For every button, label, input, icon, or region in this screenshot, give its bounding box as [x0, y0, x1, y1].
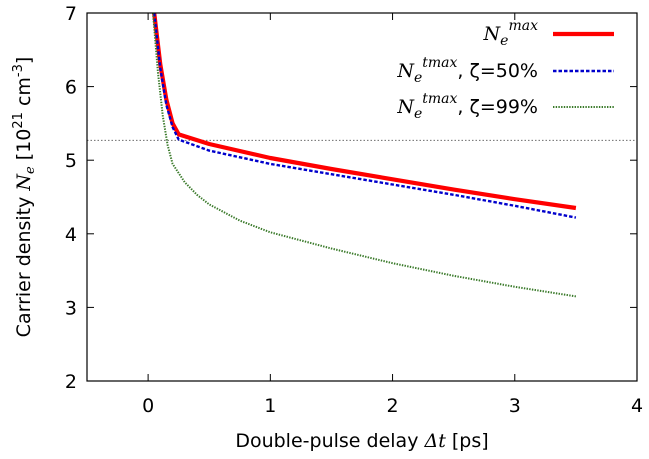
y-axis-label-exponent-2: -3	[11, 64, 26, 77]
y-tick-label: 6	[65, 77, 77, 99]
y-axis-label-exponent-1: 21	[11, 112, 26, 129]
legend-label-1: Nemax	[483, 18, 539, 49]
x-axis-label-symbol: Δt	[423, 430, 446, 452]
y-axis-label-symbol: N	[13, 173, 35, 192]
y-tick-label: 7	[65, 3, 77, 25]
y-axis-label-prefix: Carrier density	[13, 191, 35, 338]
legend: Nemax Netmax, ζ=50% Netmax, ζ=99%	[396, 18, 614, 122]
y-axis-label-subscript: e	[23, 166, 38, 174]
y-axis-label-unit-close: ]	[13, 57, 35, 64]
x-tick-label: 2	[387, 395, 399, 417]
y-tick-label: 2	[65, 371, 77, 393]
series-line-1	[152, 13, 577, 211]
series-line-3	[152, 13, 577, 298]
x-tick-label: 0	[142, 395, 154, 417]
y-axis-label-unit-mid: cm	[13, 77, 35, 112]
x-axis-label-prefix: Double-pulse delay	[235, 430, 424, 452]
legend-label-3: Netmax, ζ=99%	[396, 91, 538, 122]
plot-frame	[86, 12, 638, 382]
x-tick-label: 4	[631, 395, 643, 417]
x-axis-label-unit: [ps]	[446, 430, 489, 452]
legend-label-2: Netmax, ζ=50%	[396, 55, 538, 86]
x-tick-label: 3	[509, 395, 521, 417]
y-tick-label: 4	[65, 224, 77, 246]
y-axis-label-unit-open: [10	[13, 129, 35, 167]
y-tick-label: 3	[65, 297, 77, 319]
x-tick-label: 1	[264, 395, 276, 417]
x-axis-label: Double-pulse delay Δt [ps]	[235, 430, 488, 452]
series-line-2	[153, 13, 577, 219]
y-tick-label: 5	[65, 150, 77, 172]
y-axis-label: Carrier density Ne [1021 cm-3]	[11, 57, 38, 338]
